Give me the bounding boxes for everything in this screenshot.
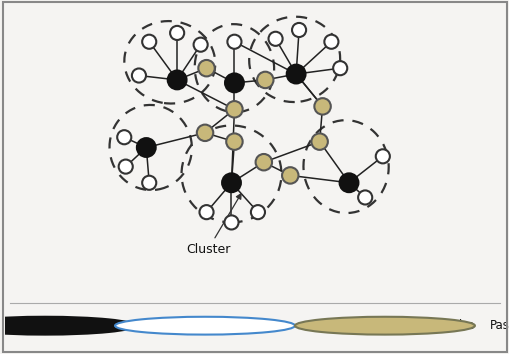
- Circle shape: [115, 317, 294, 335]
- Circle shape: [224, 74, 243, 92]
- Circle shape: [311, 133, 327, 150]
- Circle shape: [226, 133, 242, 150]
- Circle shape: [117, 130, 131, 144]
- Circle shape: [226, 101, 242, 118]
- Circle shape: [257, 72, 273, 88]
- Circle shape: [268, 32, 282, 46]
- Circle shape: [193, 38, 207, 52]
- Circle shape: [250, 205, 265, 219]
- Circle shape: [132, 68, 146, 82]
- Text: Cluster: Cluster: [185, 194, 241, 256]
- Circle shape: [199, 205, 213, 219]
- Circle shape: [221, 173, 240, 192]
- Circle shape: [281, 167, 298, 184]
- Circle shape: [198, 60, 214, 76]
- Circle shape: [339, 173, 358, 192]
- Circle shape: [314, 98, 330, 115]
- Circle shape: [224, 215, 238, 229]
- Circle shape: [142, 176, 156, 190]
- Circle shape: [142, 35, 156, 49]
- Circle shape: [292, 23, 305, 37]
- Circle shape: [136, 138, 155, 157]
- Circle shape: [286, 65, 305, 84]
- Circle shape: [375, 149, 389, 164]
- Text: Nœud membre ou ordinaire: Nœud membre ou ordinaire: [309, 319, 473, 332]
- Circle shape: [227, 35, 241, 49]
- Circle shape: [119, 160, 132, 174]
- Circle shape: [167, 70, 186, 89]
- Circle shape: [196, 125, 213, 141]
- Circle shape: [0, 317, 135, 335]
- Circle shape: [357, 190, 372, 205]
- Circle shape: [294, 317, 474, 335]
- Circle shape: [170, 26, 184, 40]
- Circle shape: [255, 154, 271, 170]
- Circle shape: [332, 61, 347, 75]
- Text: Passerelle: Passerelle: [489, 319, 509, 332]
- Text: Chef de cluster: Chef de cluster: [150, 319, 239, 332]
- Circle shape: [324, 35, 338, 49]
